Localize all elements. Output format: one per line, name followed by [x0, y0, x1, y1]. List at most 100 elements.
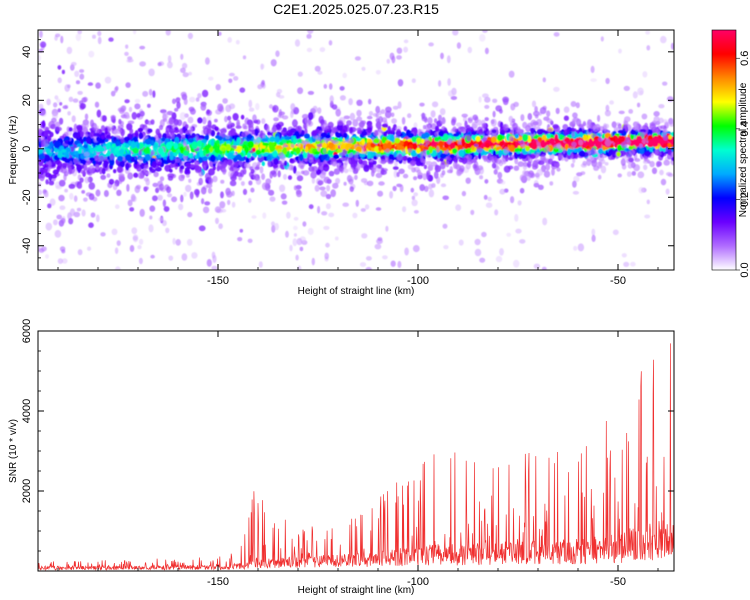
- heatmap-cell: [349, 112, 356, 121]
- heatmap-cell: [255, 149, 261, 155]
- heatmap-cell: [254, 166, 260, 171]
- heatmap-cell: [109, 158, 115, 167]
- heatmap-cell: [597, 114, 601, 122]
- heatmap-cell: [479, 175, 484, 180]
- heatmap-cell: [346, 120, 352, 126]
- heatmap-cell: [77, 131, 81, 139]
- heatmap-cell: [546, 118, 553, 124]
- heatmap-cell: [492, 110, 496, 118]
- heatmap-cell: [275, 123, 281, 130]
- heatmap-cell: [175, 150, 180, 155]
- heatmap-cell: [157, 161, 162, 166]
- heatmap-cell: [208, 76, 214, 81]
- heatmap-cell: [77, 30, 82, 35]
- heatmap-cell: [618, 110, 625, 115]
- heatmap-cell: [79, 131, 85, 138]
- heatmap-cell: [514, 133, 520, 139]
- heatmap-cell: [485, 202, 493, 208]
- heatmap-cell: [378, 146, 382, 152]
- heatmap-cell: [311, 166, 318, 172]
- heatmap-cell: [253, 173, 258, 181]
- heatmap-cell: [520, 114, 525, 122]
- heatmap-cell: [134, 98, 141, 104]
- heatmap-cell: [112, 183, 118, 191]
- heatmap-cell: [264, 148, 269, 154]
- heatmap-cell: [38, 137, 42, 142]
- heatmap-cell: [88, 144, 92, 149]
- heatmap-cell: [392, 185, 397, 192]
- heatmap-cell: [447, 90, 455, 97]
- heatmap-cell: [281, 115, 289, 120]
- heatmap-cell: [110, 90, 116, 97]
- heatmap-cell: [339, 143, 347, 150]
- heatmap-cell: [445, 160, 450, 168]
- colorbar-tick-label: 0.0: [739, 262, 750, 277]
- heatmap-cell: [623, 85, 630, 91]
- heatmap-cell: [267, 160, 271, 168]
- heatmap-cell: [142, 90, 149, 97]
- heatmap-cell: [108, 123, 114, 129]
- heatmap-cell: [598, 137, 603, 142]
- heatmap-frame: [37, 29, 675, 271]
- heatmap-cell: [366, 115, 373, 120]
- heatmap-cell: [364, 204, 370, 210]
- heatmap-cell: [394, 137, 401, 144]
- heatmap-cell: [636, 102, 641, 108]
- heatmap-cell: [188, 106, 195, 112]
- heatmap-cell: [396, 128, 401, 136]
- heatmap-cell: [392, 166, 399, 171]
- heatmap-cell: [339, 95, 346, 101]
- heatmap-cell: [660, 150, 665, 158]
- heatmap-cell: [356, 116, 363, 122]
- heatmap-cell: [189, 191, 194, 200]
- heatmap-cell: [667, 148, 672, 156]
- heatmap-cell: [546, 110, 551, 117]
- heatmap-cells: [38, 30, 674, 270]
- heatmap-cell: [210, 154, 216, 163]
- heatmap-cell: [218, 223, 223, 230]
- heatmap-cell: [45, 222, 53, 231]
- heatmap-cell: [557, 152, 564, 160]
- heatmap-cell: [499, 140, 504, 147]
- heatmap-cell: [477, 165, 484, 171]
- heatmap-cell: [289, 158, 296, 164]
- heatmap-cell: [94, 101, 100, 108]
- heatmap-cell: [411, 195, 416, 200]
- heatmap-cell: [293, 165, 297, 174]
- snr-y-tick-label: 6000: [21, 319, 33, 343]
- heatmap-cell: [46, 98, 51, 106]
- heatmap-cell: [411, 156, 416, 161]
- heatmap-cell: [185, 144, 190, 151]
- heatmap-cell: [38, 149, 44, 154]
- heatmap-cell: [586, 158, 592, 166]
- heatmap-cell: [553, 86, 560, 92]
- heatmap-cell: [110, 147, 114, 153]
- heatmap-cell: [38, 189, 43, 196]
- heatmap-cell: [361, 66, 366, 71]
- heatmap-cell: [306, 120, 314, 127]
- heatmap-cell: [261, 173, 266, 180]
- heatmap-cell: [325, 242, 330, 248]
- heatmap-cell: [632, 91, 638, 99]
- heatmap-cell: [268, 141, 273, 150]
- heatmap-cell: [427, 117, 433, 125]
- heatmap-cell: [343, 132, 348, 139]
- heatmap-cell: [53, 140, 61, 149]
- heatmap-cell: [578, 139, 584, 146]
- heatmap-cell: [370, 142, 375, 148]
- heatmap-cell: [403, 126, 408, 132]
- heatmap-cell: [179, 128, 184, 135]
- heatmap-cell: [214, 118, 218, 123]
- heatmap-cell: [588, 128, 592, 133]
- heatmap-cell: [339, 165, 345, 174]
- heatmap-cell: [296, 190, 302, 198]
- colorbar-ramp: [712, 30, 736, 270]
- heatmap-cell: [428, 189, 435, 198]
- heatmap-cell: [230, 127, 237, 136]
- heatmap-cell: [638, 186, 645, 194]
- chart-title: C2E1.2025.025.07.23.R15: [273, 1, 439, 17]
- heatmap-cell: [95, 146, 103, 153]
- heatmap-cell: [532, 160, 539, 168]
- heatmap-cell: [519, 174, 526, 182]
- heatmap-cell: [211, 251, 216, 259]
